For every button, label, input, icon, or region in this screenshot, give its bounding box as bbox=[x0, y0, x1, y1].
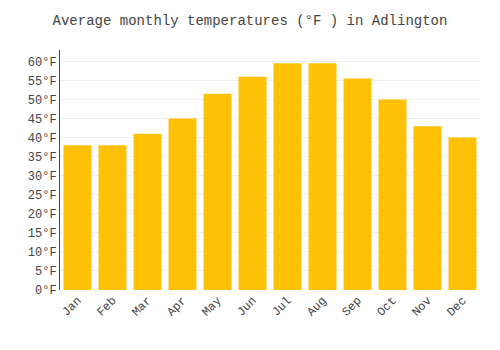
svg-text:Jul: Jul bbox=[269, 294, 294, 319]
svg-text:Feb: Feb bbox=[94, 294, 119, 319]
svg-text:35°F: 35°F bbox=[28, 151, 57, 165]
svg-text:45°F: 45°F bbox=[28, 113, 57, 127]
svg-text:5°F: 5°F bbox=[35, 265, 57, 279]
svg-text:20°F: 20°F bbox=[28, 208, 57, 222]
svg-text:Jun: Jun bbox=[234, 294, 259, 319]
svg-text:10°F: 10°F bbox=[28, 246, 57, 260]
svg-text:0°F: 0°F bbox=[35, 284, 57, 298]
svg-text:55°F: 55°F bbox=[28, 75, 57, 89]
svg-text:Nov: Nov bbox=[409, 294, 434, 319]
svg-text:15°F: 15°F bbox=[28, 227, 57, 241]
svg-text:May: May bbox=[199, 294, 224, 319]
svg-text:Sep: Sep bbox=[339, 294, 364, 319]
svg-text:Oct: Oct bbox=[374, 294, 399, 319]
svg-text:Dec: Dec bbox=[444, 294, 469, 319]
svg-text:60°F: 60°F bbox=[28, 56, 57, 70]
svg-text:50°F: 50°F bbox=[28, 94, 57, 108]
svg-text:25°F: 25°F bbox=[28, 189, 57, 203]
svg-text:Average monthly temperatures (: Average monthly temperatures (°F ) in Ad… bbox=[53, 13, 448, 29]
svg-text:30°F: 30°F bbox=[28, 170, 57, 184]
svg-text:Mar: Mar bbox=[129, 294, 154, 319]
svg-text:Jan: Jan bbox=[59, 294, 84, 319]
svg-text:40°F: 40°F bbox=[28, 132, 57, 146]
svg-text:Aug: Aug bbox=[304, 294, 329, 319]
svg-text:Apr: Apr bbox=[164, 294, 189, 319]
